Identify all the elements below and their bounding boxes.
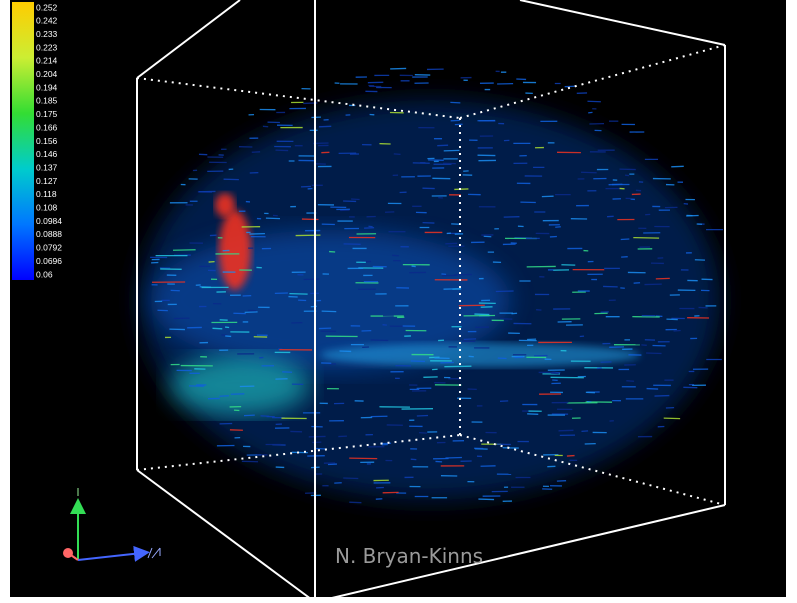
credit: N. Bryan-Kinns [335,544,483,568]
hotspot [215,193,235,217]
colorbar-label: 0.127 [36,176,58,186]
colorbar-label: 0.233 [36,29,58,39]
hotspot [219,210,251,290]
colorbar-label: 0.137 [36,162,58,172]
colorbar-label: 0.118 [36,189,57,199]
colorbar: 0.252 0.242 0.233 0.223 0.214 0.204 0.194 0.185… [12,2,62,280]
colorbar-label: 0.06 [36,269,53,279]
colorbar-label: 0.0792 [36,243,62,253]
page: 0.252 0.242 0.233 0.223 0.214 0.204 0.194 0.185… [0,0,797,603]
cloud-glow [170,355,310,415]
colorbar-label: 0.156 [36,136,58,146]
colorbar-label: 0.146 [36,149,58,159]
colorbar-label: 0.252 [36,2,58,12]
colorbar-label: 0.223 [36,42,58,52]
colorbar-label: 0.242 [36,16,58,26]
colorbar-label: 0.0984 [36,216,62,226]
colorbar-label: 0.214 [36,56,58,66]
gizmo-z-tip [63,548,73,558]
colorbar-label: 0.185 [36,96,58,106]
visualization: 0.252 0.242 0.233 0.223 0.214 0.204 0.194 0.185… [0,0,797,603]
colorbar-label: 0.194 [36,82,58,92]
colorbar-label: 0.175 [36,109,58,119]
colorbar-label: 0.166 [36,122,58,132]
colorbar-label: 0.0888 [36,229,62,239]
colorbar-gradient [12,2,34,280]
colorbar-label: 0.0696 [36,256,62,266]
colorbar-label: 0.108 [36,203,58,213]
colorbar-label: 0.204 [36,69,58,79]
